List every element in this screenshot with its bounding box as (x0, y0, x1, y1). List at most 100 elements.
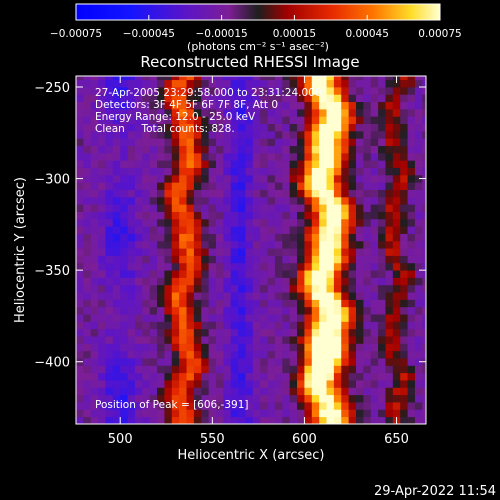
heatmap-cell (304, 101, 313, 110)
heatmap-cell (414, 402, 423, 410)
heatmap-cell (348, 240, 357, 249)
heatmap-cell (304, 116, 313, 125)
heatmap-cell (112, 204, 121, 212)
heatmap-cell (201, 211, 210, 220)
heatmap-cell (216, 86, 224, 95)
heatmap-cell (112, 255, 121, 264)
heatmap-cell (223, 123, 232, 132)
heatmap-cell (392, 372, 401, 381)
heatmap-cell (326, 138, 335, 146)
heatmap-cell (179, 416, 187, 424)
heatmap-cell (164, 277, 173, 286)
heatmap-cell (179, 394, 187, 403)
heatmap-cell (252, 343, 261, 352)
heatmap-cell (333, 262, 342, 271)
heatmap-cell (326, 416, 335, 424)
heatmap-cell (392, 365, 401, 374)
heatmap-cell (98, 402, 106, 410)
heatmap-cell (134, 402, 143, 410)
heatmap-cell (238, 380, 246, 388)
heatmap-cell (378, 123, 386, 132)
heatmap-cell (90, 336, 99, 344)
heatmap-cell (142, 284, 151, 293)
heatmap-cell (348, 226, 357, 234)
heatmap-cell (267, 306, 276, 315)
heatmap-cell (348, 343, 357, 352)
heatmap-cell (385, 86, 394, 95)
heatmap-cell (98, 152, 106, 161)
heatmap-cell (90, 94, 99, 103)
heatmap-cell (238, 387, 246, 396)
heatmap-cell (333, 365, 342, 374)
heatmap-cell (142, 336, 151, 344)
heatmap-cell (149, 380, 158, 388)
heatmap-cell (289, 233, 298, 242)
heatmap-cell (223, 116, 232, 125)
heatmap-cell (385, 328, 394, 337)
heatmap-cell (378, 76, 386, 81)
heatmap-cell (171, 182, 180, 190)
heatmap-cell (76, 402, 84, 410)
heatmap-cell (289, 416, 298, 424)
heatmap-cell (186, 240, 195, 249)
heatmap-cell (127, 79, 136, 88)
heatmap-cell (289, 409, 298, 418)
heatmap-cell (216, 292, 224, 300)
heatmap-cell (326, 240, 335, 249)
heatmap-cell (348, 138, 357, 146)
heatmap-cell (414, 277, 423, 286)
heatmap-cell (76, 255, 84, 264)
heatmap-cell (142, 240, 151, 249)
heatmap-cell (83, 372, 92, 381)
heatmap-cell (208, 321, 217, 330)
heatmap-cell (201, 409, 210, 418)
heatmap-cell (76, 365, 84, 374)
heatmap-cell (297, 240, 305, 249)
heatmap-cell (201, 292, 210, 300)
heatmap-cell (179, 116, 187, 125)
heatmap-cell (267, 277, 276, 286)
heatmap-cell (83, 380, 92, 388)
heatmap-cell (238, 189, 246, 198)
heatmap-cell (186, 255, 195, 264)
heatmap-cell (356, 248, 364, 256)
heatmap-cell (245, 189, 254, 198)
heatmap-cell (98, 101, 106, 110)
heatmap-cell (186, 270, 195, 278)
heatmap-cell (297, 145, 305, 154)
heatmap-cell (297, 358, 305, 366)
heatmap-cell (216, 409, 224, 418)
heatmap-cell (297, 86, 305, 95)
heatmap-cell (282, 358, 291, 366)
heatmap-cell (149, 123, 158, 132)
heatmap-cell (289, 336, 298, 344)
heatmap-cell (385, 343, 394, 352)
heatmap-cell (304, 86, 313, 95)
heatmap-cell (120, 394, 128, 403)
heatmap-cell (378, 314, 386, 322)
heatmap-cell (400, 130, 408, 139)
heatmap-cell (326, 204, 335, 212)
annotation-total-counts: Clean Total counts: 828. (95, 123, 235, 135)
heatmap-cell (216, 350, 224, 359)
heatmap-cell (289, 218, 298, 227)
heatmap-cell (341, 167, 350, 176)
heatmap-cell (348, 233, 357, 242)
heatmap-cell (112, 130, 121, 139)
heatmap-cell (90, 270, 99, 278)
heatmap-cell (120, 306, 128, 315)
heatmap-cell (414, 321, 423, 330)
heatmap-cell (333, 204, 342, 212)
heatmap-cell (326, 343, 335, 352)
heatmap-cell (385, 94, 394, 103)
heatmap-cell (348, 394, 357, 403)
heatmap-cell (98, 365, 106, 374)
heatmap-cell (385, 365, 394, 374)
heatmap-cell (186, 284, 195, 293)
heatmap-cell (120, 145, 128, 154)
heatmap-cell (267, 86, 276, 95)
heatmap-cell (142, 270, 151, 278)
heatmap-cell (171, 372, 180, 381)
heatmap-cell (83, 196, 92, 205)
heatmap-cell (90, 167, 99, 176)
